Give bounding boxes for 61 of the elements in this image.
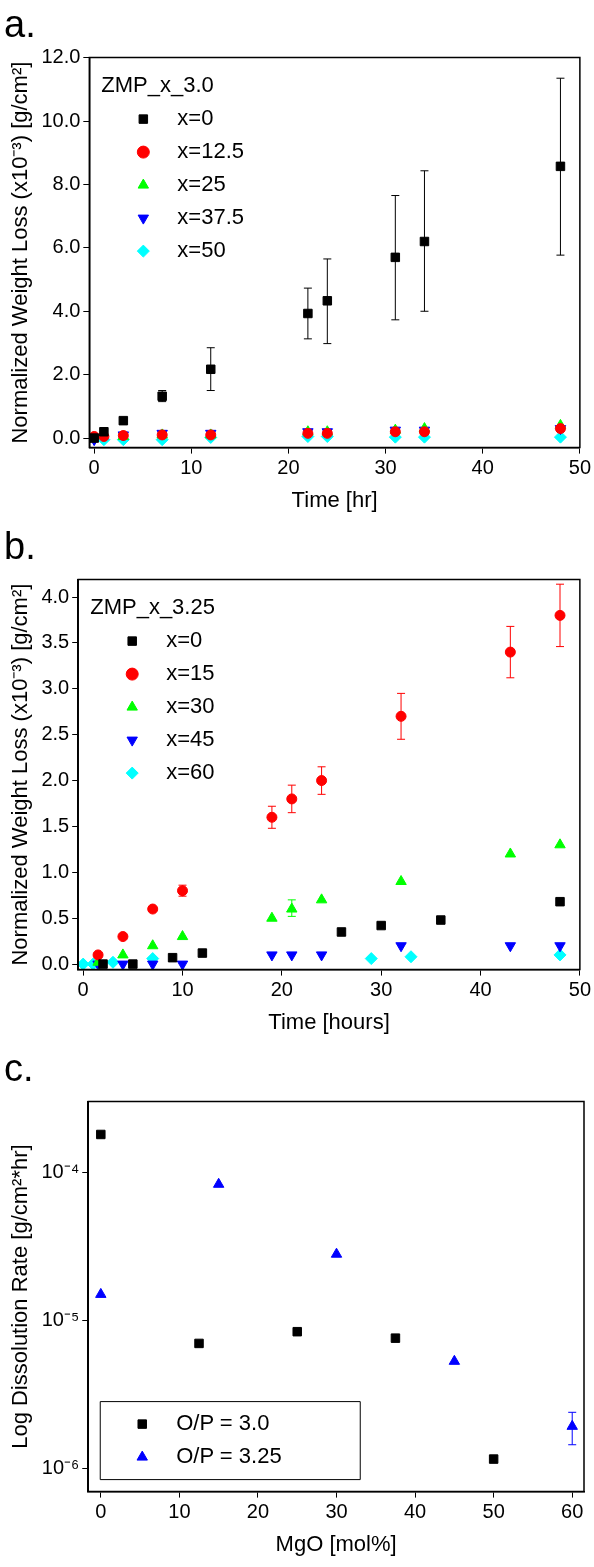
x-axis-title: MgO [mol%] xyxy=(275,1530,397,1556)
legend-title: ZMP_x_3.0 xyxy=(101,72,214,98)
x-tick-label: 60 xyxy=(561,1500,584,1523)
y-tick-label: 10⁻⁶ xyxy=(41,1456,80,1479)
x-tick-label: 40 xyxy=(469,978,492,1001)
y-tick-label: 3.5 xyxy=(41,630,70,653)
x-tick-label: 20 xyxy=(277,456,300,479)
x-tick-label: 20 xyxy=(246,1500,270,1523)
y-tick-label: 10⁻⁵ xyxy=(41,1307,80,1330)
x-tick-label: 50 xyxy=(482,1500,505,1523)
y-tick-label: 10⁻⁴ xyxy=(41,1159,80,1182)
y-tick-label: 10.0 xyxy=(41,108,81,131)
x-tick-label: 10 xyxy=(171,978,194,1001)
y-tick-label: 1.5 xyxy=(41,813,70,836)
y-tick-label: 2.0 xyxy=(41,768,70,791)
y-tick-label: 2.5 xyxy=(41,722,70,745)
legend-label: x=50 xyxy=(177,237,226,263)
x-axis-title: Time [hr] xyxy=(291,486,378,512)
chart-title: b. xyxy=(4,525,36,568)
legend-label: x=15 xyxy=(166,660,215,686)
x-tick-label: 30 xyxy=(370,978,393,1001)
y-tick-label: 4.0 xyxy=(52,298,81,321)
y-axis-title: Normalized Weight Loss (x10⁻³) [g/cm²] xyxy=(7,61,33,444)
y-tick-label: 6.0 xyxy=(52,235,81,258)
y-tick-label: 2.0 xyxy=(52,362,81,385)
y-tick-label: 4.0 xyxy=(41,584,70,607)
y-tick-label: 0.5 xyxy=(41,905,70,928)
y-tick-label: 0.0 xyxy=(52,425,81,448)
y-tick-label: 8.0 xyxy=(52,171,81,194)
x-tick-label: 0 xyxy=(77,978,89,1001)
chart-title: a. xyxy=(4,3,36,46)
y-tick-label: 12.0 xyxy=(41,45,81,68)
legend-label: x=12.5 xyxy=(177,138,244,164)
x-axis-title: Time [hours] xyxy=(268,1008,390,1034)
y-axis-title: Log Dissolution Rate [g/cm²*hr] xyxy=(7,1144,33,1449)
y-tick-label: 1.0 xyxy=(41,859,70,882)
chart-title: c. xyxy=(4,1047,34,1090)
x-tick-label: 10 xyxy=(180,456,203,479)
legend-label: x=45 xyxy=(166,726,215,752)
x-tick-label: 0 xyxy=(95,1500,107,1523)
legend-label: x=37.5 xyxy=(177,204,244,230)
legend-label: x=30 xyxy=(166,693,215,719)
y-tick-label: 3.0 xyxy=(41,676,70,699)
x-tick-label: 30 xyxy=(374,456,397,479)
x-tick-label: 20 xyxy=(270,978,293,1001)
x-tick-label: 40 xyxy=(471,456,494,479)
legend-label: O/P = 3.0 xyxy=(176,1410,270,1436)
x-tick-label: 50 xyxy=(568,456,591,479)
legend-label: x=0 xyxy=(177,105,214,131)
y-axis-title: Normalized Weight Loss (x10⁻³) [g/cm²] xyxy=(7,583,33,966)
x-tick-label: 30 xyxy=(325,1500,348,1523)
x-tick-label: 10 xyxy=(168,1500,191,1523)
y-tick-label: 0.0 xyxy=(41,951,70,974)
x-tick-label: 50 xyxy=(568,978,591,1001)
legend-label: x=60 xyxy=(166,759,215,785)
legend-label: x=0 xyxy=(166,627,203,653)
legend-label: x=25 xyxy=(177,171,226,197)
x-tick-label: 40 xyxy=(403,1500,427,1523)
legend-title: ZMP_x_3.25 xyxy=(90,594,215,620)
x-tick-label: 0 xyxy=(88,456,100,479)
legend-label: O/P = 3.25 xyxy=(176,1443,282,1469)
